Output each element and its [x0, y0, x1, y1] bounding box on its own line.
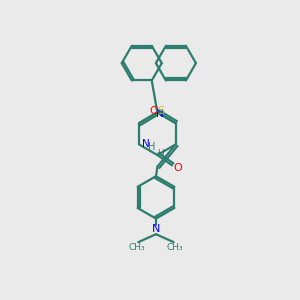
Text: N: N — [142, 140, 149, 149]
Text: N: N — [155, 109, 163, 119]
Text: H: H — [157, 149, 164, 158]
Text: O: O — [149, 106, 158, 116]
Text: O: O — [173, 163, 182, 173]
Text: S: S — [158, 106, 165, 116]
Text: CH₃: CH₃ — [128, 243, 145, 252]
Text: N: N — [152, 224, 160, 234]
Text: H: H — [148, 142, 155, 152]
Text: CH₃: CH₃ — [167, 243, 183, 252]
